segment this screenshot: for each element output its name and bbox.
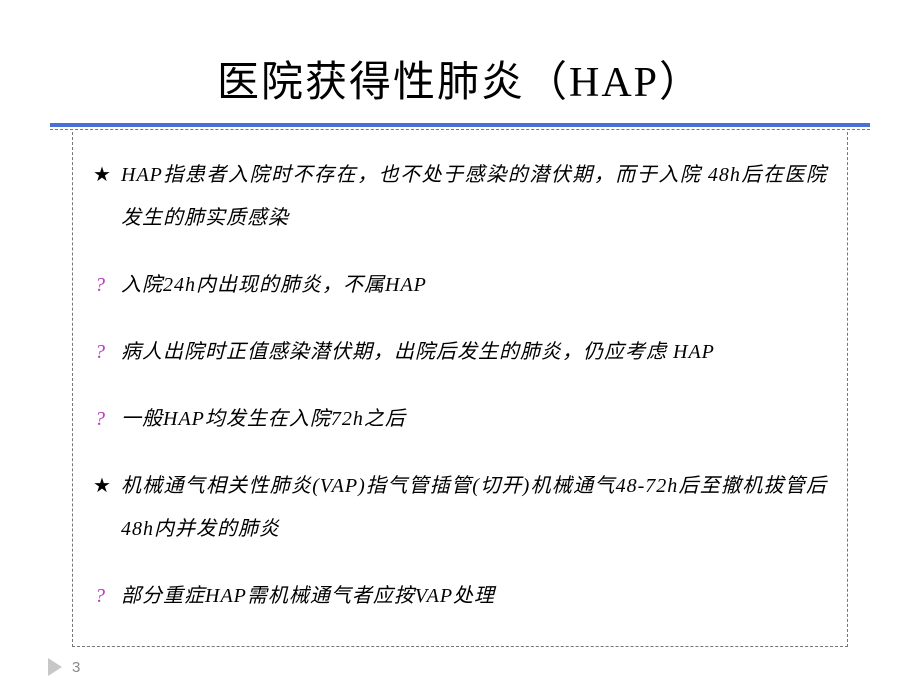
slide-footer: 3 bbox=[48, 658, 80, 676]
arrow-right-icon bbox=[48, 658, 62, 676]
question-bullet-icon: ? bbox=[93, 264, 121, 307]
content-box: ★ HAP指患者入院时不存在，也不处于感染的潜伏期，而于入院 48h后在医院发生… bbox=[72, 132, 848, 647]
title-rule bbox=[50, 123, 870, 130]
item-text: 入院24h内出现的肺炎，不属HAP bbox=[121, 264, 827, 307]
rule-blue-line bbox=[50, 123, 870, 127]
item-text: 部分重症HAP需机械通气者应按VAP处理 bbox=[121, 575, 827, 618]
rule-dashed-line bbox=[50, 129, 870, 130]
list-item: ★ HAP指患者入院时不存在，也不处于感染的潜伏期，而于入院 48h后在医院发生… bbox=[93, 154, 827, 240]
list-item: ★ 机械通气相关性肺炎(VAP)指气管插管(切开)机械通气48-72h后至撤机拔… bbox=[93, 465, 827, 551]
list-item: ? 入院24h内出现的肺炎，不属HAP bbox=[93, 264, 827, 307]
slide: 医院获得性肺炎（HAP） ★ HAP指患者入院时不存在，也不处于感染的潜伏期，而… bbox=[0, 0, 920, 690]
page-number: 3 bbox=[72, 659, 80, 676]
item-text: HAP指患者入院时不存在，也不处于感染的潜伏期，而于入院 48h后在医院发生的肺… bbox=[121, 154, 827, 240]
list-item: ? 一般HAP均发生在入院72h之后 bbox=[93, 398, 827, 441]
item-text: 机械通气相关性肺炎(VAP)指气管插管(切开)机械通气48-72h后至撤机拔管后… bbox=[121, 465, 827, 551]
list-item: ? 部分重症HAP需机械通气者应按VAP处理 bbox=[93, 575, 827, 618]
question-bullet-icon: ? bbox=[93, 331, 121, 374]
question-bullet-icon: ? bbox=[93, 575, 121, 618]
item-text: 一般HAP均发生在入院72h之后 bbox=[121, 398, 827, 441]
star-bullet-icon: ★ bbox=[93, 154, 121, 197]
slide-title: 医院获得性肺炎（HAP） bbox=[0, 0, 920, 109]
list-item: ? 病人出院时正值感染潜伏期，出院后发生的肺炎，仍应考虑 HAP bbox=[93, 331, 827, 374]
star-bullet-icon: ★ bbox=[93, 465, 121, 508]
item-text: 病人出院时正值感染潜伏期，出院后发生的肺炎，仍应考虑 HAP bbox=[121, 331, 827, 374]
question-bullet-icon: ? bbox=[93, 398, 121, 441]
